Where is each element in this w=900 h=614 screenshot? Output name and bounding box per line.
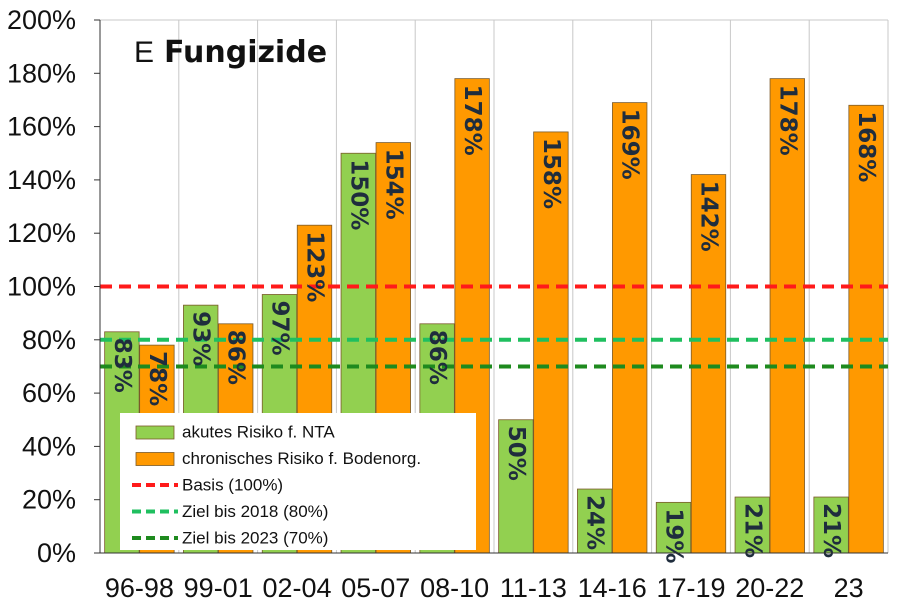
x-tick-label: 23	[834, 573, 864, 603]
data-label-akut-96-98: 83%	[109, 338, 135, 393]
data-label-chronisch-02-04: 123%	[302, 231, 328, 302]
data-label-akut-23: 21%	[818, 503, 844, 558]
x-tick-label: 08-10	[420, 573, 489, 603]
y-tick-label: 80%	[22, 325, 76, 355]
data-label-akut-02-04: 97%	[267, 300, 293, 355]
y-tick-label: 60%	[22, 378, 76, 408]
data-label-akut-11-13: 50%	[503, 426, 529, 481]
bar-chronisch-23	[848, 104, 884, 554]
legend-swatch	[135, 425, 175, 440]
bar-chronisch-17-19	[690, 174, 727, 554]
data-label-chronisch-96-98: 78%	[144, 351, 170, 406]
bar-chronisch-20-22	[769, 78, 805, 554]
data-label-akut-08-10: 86%	[424, 330, 450, 385]
chart-title-text: Fungizide	[164, 35, 327, 70]
y-tick-label: 0%	[37, 538, 76, 568]
x-tick-label: 20-22	[735, 573, 804, 603]
data-label-chronisch-11-13: 158%	[538, 138, 564, 209]
legend-label: chronisches Risiko f. Bodenorg.	[182, 449, 421, 468]
data-label-chronisch-99-01: 86%	[223, 330, 249, 385]
y-tick-label: 20%	[22, 485, 76, 515]
bar-akut-11-13	[498, 419, 534, 554]
data-labels-layer: 83% 78% 93% 86% 97% 123% 150% 154% 86% 178% 50% 158…	[109, 85, 879, 564]
bar-chronisch-14-16	[612, 102, 648, 554]
y-tick-label: 200%	[7, 5, 76, 35]
reference-lines-layer	[100, 284, 888, 369]
data-label-akut-17-19: 19%	[661, 508, 687, 563]
legend-label: Ziel bis 2018 (80%)	[182, 502, 328, 521]
x-tick-label: 96-98	[105, 573, 174, 603]
data-label-akut-14-16: 24%	[582, 495, 608, 550]
x-tick-label: 99-01	[184, 573, 253, 603]
data-label-chronisch-05-07: 154%	[380, 149, 406, 220]
chart-title: E Fungizide	[134, 35, 327, 70]
x-tick-label: 02-04	[262, 573, 331, 603]
y-tick-label: 180%	[7, 58, 76, 88]
legend-label: Basis (100%)	[182, 476, 283, 495]
x-tick-label: 11-13	[500, 573, 567, 603]
data-label-chronisch-08-10: 178%	[459, 85, 485, 156]
data-label-chronisch-23: 168%	[853, 111, 879, 182]
legend-swatch	[135, 452, 175, 466]
y-tick-label: 140%	[7, 165, 76, 195]
data-label-chronisch-17-19: 142%	[696, 181, 722, 252]
legend-label: akutes Risiko f. NTA	[182, 423, 335, 442]
bar-chronisch-11-13	[533, 131, 569, 554]
y-tick-label: 120%	[7, 218, 76, 248]
axis-layer: 0% 20% 40% 60% 80% 100% 120% 140% 160% 180% 200% 96…	[7, 5, 888, 603]
data-label-akut-05-07: 150%	[345, 159, 371, 230]
data-label-chronisch-20-22: 178%	[774, 85, 800, 156]
bar-akut-23	[813, 496, 849, 554]
chart-title-letter: E	[134, 36, 154, 69]
x-tick-label: 17-19	[656, 573, 725, 603]
bar-akut-20-22	[734, 496, 770, 554]
y-tick-label: 160%	[7, 112, 76, 142]
y-tick-label: 100%	[7, 272, 76, 302]
legend-label: Ziel bis 2023 (70%)	[182, 529, 328, 548]
legend-box	[120, 413, 476, 550]
data-label-akut-20-22: 21%	[739, 503, 765, 558]
data-label-chronisch-14-16: 169%	[617, 109, 643, 180]
data-label-akut-99-01: 93%	[188, 311, 214, 366]
y-tick-label: 40%	[22, 431, 76, 461]
x-tick-label: 05-07	[341, 573, 410, 603]
x-tick-label: 14-16	[578, 573, 647, 603]
legend: akutes Risiko f. NTA chronisches Risiko f…	[120, 413, 476, 550]
